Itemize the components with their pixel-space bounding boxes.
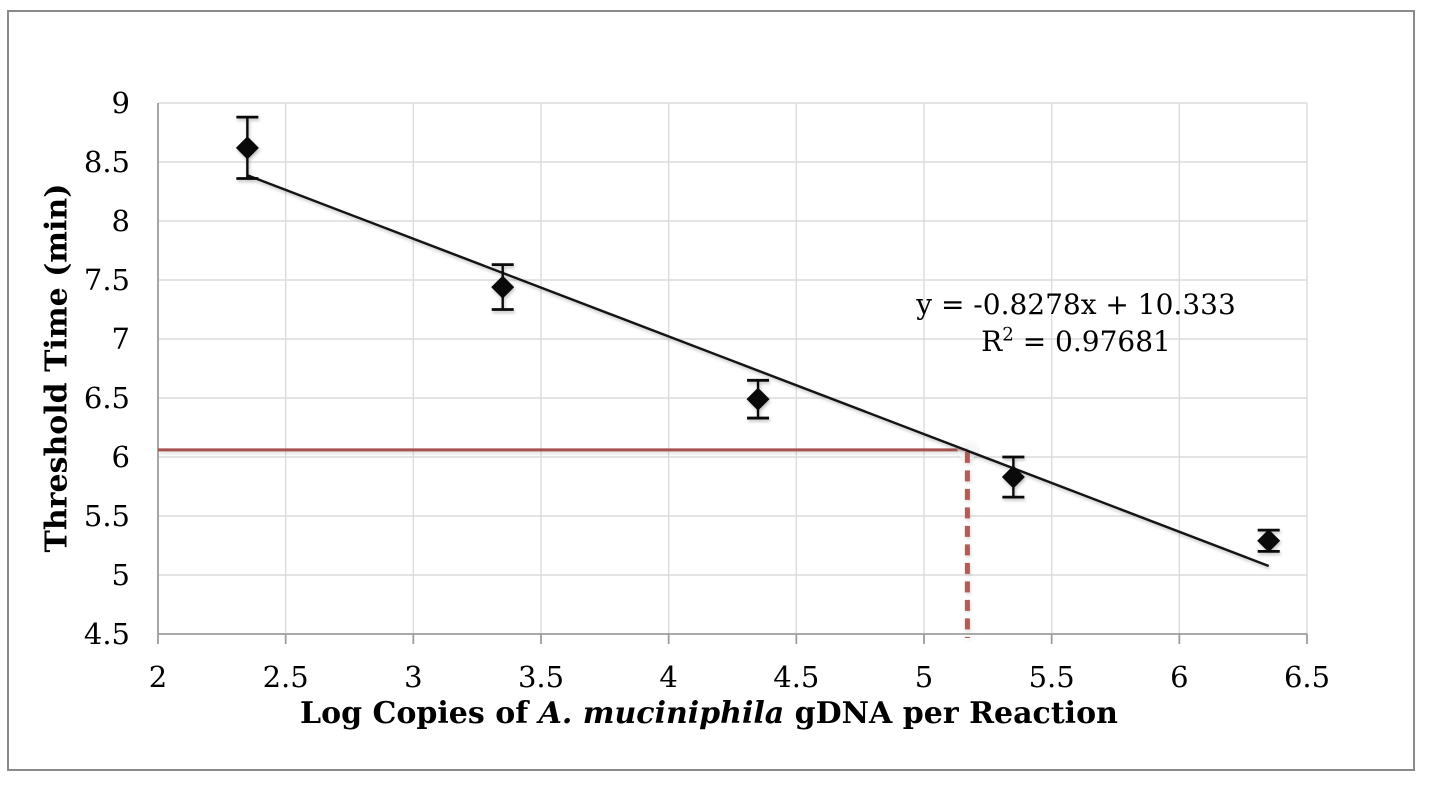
y-tick-label: 9 <box>111 86 130 120</box>
x-tick-label: 2 <box>148 660 168 694</box>
x-axis-title-species-italic: A. muciniphila <box>538 696 785 731</box>
figure-border <box>7 10 1415 771</box>
x-axis-title-suffix: gDNA per Reaction <box>784 696 1118 731</box>
r-squared-rest: = 0.97681 <box>1013 325 1171 358</box>
y-tick-label: 7.5 <box>83 263 130 297</box>
x-tick-label: 5 <box>914 660 934 694</box>
y-tick-label: 8.5 <box>83 145 130 179</box>
x-axis-title-prefix: Log Copies of <box>300 696 539 731</box>
y-tick-label: 5.5 <box>83 499 130 533</box>
x-tick-label: 2.5 <box>262 660 309 694</box>
x-tick-label: 3.5 <box>517 660 565 694</box>
threshold-annotation-lines <box>158 439 978 638</box>
y-tick-label: 6 <box>111 440 130 474</box>
data-series <box>235 115 1281 568</box>
x-tick-label: 5.5 <box>1028 660 1075 694</box>
trendline-equation-block: y = -0.8278x + 10.333 R2 = 0.97681 <box>876 286 1276 360</box>
x-tick-label: 6.5 <box>1283 660 1331 694</box>
x-tick-label: 6 <box>1170 660 1189 694</box>
y-tick-label: 5 <box>111 558 130 592</box>
r-squared-sup: 2 <box>1002 324 1014 346</box>
r-squared-value: R2 = 0.97681 <box>876 323 1276 360</box>
y-tick-label: 7 <box>111 322 130 356</box>
trendline-equation: y = -0.8278x + 10.333 <box>916 288 1236 321</box>
x-tick-label: 3 <box>404 660 423 694</box>
axis-lines <box>157 103 1308 644</box>
gridlines <box>158 102 1308 634</box>
y-axis-title: Threshold Time (min) <box>39 183 75 553</box>
x-tick-label: 4.5 <box>773 660 820 694</box>
y-tick-label: 8 <box>111 204 130 238</box>
x-axis-title: Log Copies of A. muciniphila gDNA per Re… <box>300 696 1118 731</box>
y-tick-label: 4.5 <box>83 617 130 651</box>
r-squared-base: R <box>981 325 1003 358</box>
y-tick-label: 6.5 <box>83 381 130 415</box>
x-tick-label: 4 <box>659 660 678 694</box>
